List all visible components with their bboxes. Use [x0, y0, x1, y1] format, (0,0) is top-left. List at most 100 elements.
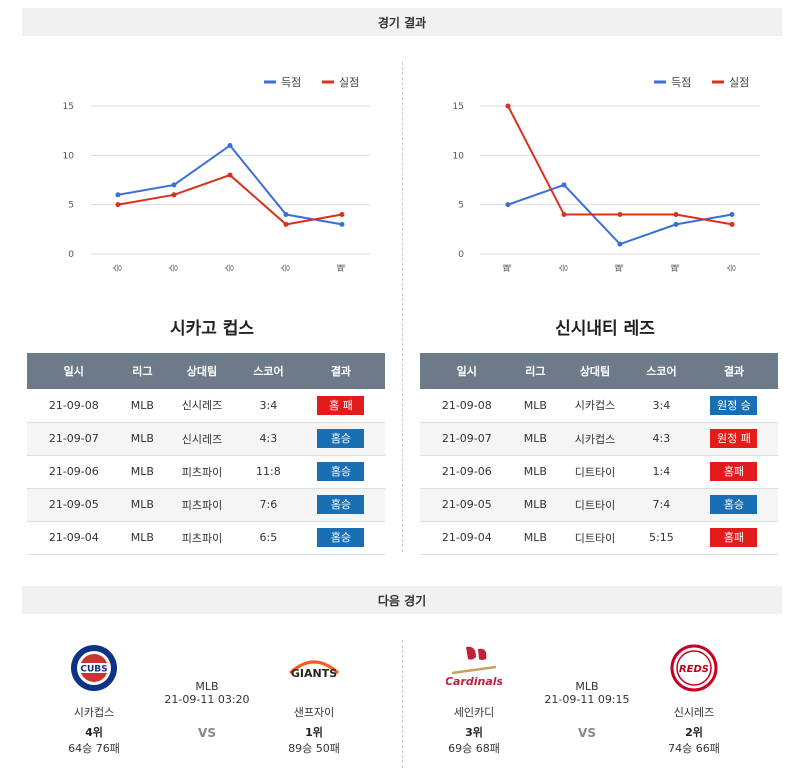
data-point — [227, 172, 233, 178]
column-header: 결과 — [296, 353, 385, 389]
cell-date: 21-09-04 — [420, 521, 514, 555]
next-game-card-left[interactable]: CUBS 시카컵스 4위 64승 76패 MLB 21-09-11 03:20 … — [22, 640, 402, 760]
x-tick-label: 패 — [671, 264, 682, 272]
cell-score: 6:5 — [239, 521, 297, 555]
away-team[interactable]: GIANTS 샌프자이 1위 89승 50패 — [259, 640, 369, 756]
y-tick-label: 15 — [453, 102, 464, 112]
data-point — [617, 241, 623, 247]
vs-label: VS — [198, 726, 216, 740]
table-row[interactable]: 21-09-05 MLB 피츠파이 7:6 홈승 — [27, 488, 385, 522]
logo-text: CUBS — [80, 665, 107, 675]
home-team-name: 시카컵스 — [73, 706, 115, 719]
table-row[interactable]: 21-09-06 MLB 피츠파이 11:8 홈승 — [27, 455, 385, 489]
away-team-rank: 1위 — [305, 726, 323, 739]
series-line — [117, 144, 343, 226]
x-tick-label: 승 — [113, 264, 124, 272]
y-tick-label: 15 — [63, 102, 74, 112]
cell-result: 홈승 — [296, 488, 385, 522]
game-datetime: 21-09-11 09:15 — [544, 693, 630, 706]
away-team-record: 74승 66패 — [668, 742, 720, 755]
cell-score: 1:4 — [632, 455, 690, 489]
away-team[interactable]: REDS 신시레즈 2위 74승 66패 — [639, 640, 749, 756]
cell-league: MLB — [513, 422, 558, 456]
table-row[interactable]: 21-09-06 MLB 디트타이 1:4 홈패 — [420, 455, 778, 489]
home-team[interactable]: CUBS 시카컵스 4위 64승 76패 — [39, 640, 149, 756]
cell-league: MLB — [513, 455, 558, 489]
table-row[interactable]: 21-09-08 MLB 신시레즈 3:4 홈 패 — [27, 389, 385, 423]
game-league: MLB — [575, 680, 599, 693]
column-header: 스코어 — [632, 353, 690, 389]
result-badge: 홈패 — [710, 462, 758, 481]
chart-left: 득점 실점 0 5 10 15 승 승 승 승 패 — [63, 76, 370, 272]
home-team-name: 세인카디 — [453, 706, 495, 719]
data-point — [561, 212, 567, 218]
table-row[interactable]: 21-09-08 MLB 시카컵스 3:4 원정 승 — [420, 389, 778, 423]
column-header: 리그 — [513, 353, 558, 389]
next-game-section-header: 다음 경기 — [22, 586, 782, 614]
data-point — [561, 182, 567, 188]
data-point — [115, 202, 121, 208]
table-row[interactable]: 21-09-07 MLB 신시레즈 4:3 홈승 — [27, 422, 385, 456]
home-team-rank: 4위 — [85, 726, 103, 739]
reds-logo-icon: REDS — [664, 640, 724, 696]
column-header: 일시 — [420, 353, 514, 389]
cell-opponent: 피츠파이 — [164, 488, 240, 522]
data-point — [339, 221, 345, 227]
x-tick-label: 승 — [281, 264, 292, 272]
cell-opponent: 시카컵스 — [557, 422, 633, 456]
away-team-name: 샌프자이 — [293, 706, 335, 719]
data-point — [339, 212, 345, 218]
y-tick-label: 5 — [68, 201, 74, 211]
game-info: MLB 21-09-11 03:20 VS — [152, 680, 262, 740]
away-team-rank: 2위 — [685, 726, 703, 739]
table-row[interactable]: 21-09-04 MLB 피츠파이 6:5 홈승 — [27, 521, 385, 555]
data-point — [171, 182, 177, 188]
cell-league: MLB — [513, 389, 558, 423]
team-title-right: 신시내티 레즈 — [555, 319, 655, 339]
recent-games-table-right: 일시 리그 상대팀 스코어 결과 21-09-08 MLB 시카컵스 3:4 원정 승 21-09… — [420, 353, 778, 555]
legend-label: 득점 — [281, 76, 301, 89]
cubs-logo-icon: CUBS — [64, 640, 124, 696]
cell-result: 홈 패 — [296, 389, 385, 423]
column-header: 상대팀 — [164, 353, 240, 389]
cell-date: 21-09-04 — [27, 521, 121, 555]
recent-games-table-left: 일시 리그 상대팀 스코어 결과 21-09-08 MLB 신시레즈 3:4 홈 패 21-09-… — [27, 353, 385, 555]
y-tick-label: 0 — [458, 250, 464, 260]
table-row[interactable]: 21-09-04 MLB 디트타이 5:15 홈패 — [420, 521, 778, 555]
cell-opponent: 디트타이 — [557, 521, 633, 555]
data-point — [115, 192, 121, 198]
logo-text: Cardinals — [446, 675, 502, 688]
home-team[interactable]: Cardinals 세인카디 3위 69승 68패 — [419, 640, 529, 756]
home-team-record: 69승 68패 — [448, 742, 500, 755]
cell-league: MLB — [120, 521, 165, 555]
data-point — [729, 221, 735, 227]
data-point — [617, 212, 623, 218]
y-tick-label: 10 — [63, 151, 75, 161]
away-team-record: 89승 50패 — [288, 742, 340, 755]
cell-result: 홈승 — [296, 422, 385, 456]
table-row[interactable]: 21-09-07 MLB 시카컵스 4:3 원정 패 — [420, 422, 778, 456]
cell-score: 11:8 — [239, 455, 297, 489]
cell-date: 21-09-06 — [27, 455, 121, 489]
result-badge: 원정 패 — [710, 429, 758, 448]
x-tick-label: 승 — [169, 264, 180, 272]
series-line — [507, 105, 733, 226]
table-row[interactable]: 21-09-05 MLB 디트타이 7:4 홈승 — [420, 488, 778, 522]
cell-score: 3:4 — [632, 389, 690, 423]
chart-right: 득점 실점 0 5 10 15 패 승 패 패 승 — [453, 76, 760, 272]
column-header: 리그 — [120, 353, 165, 389]
cell-result: 홈승 — [296, 455, 385, 489]
result-badge: 홈패 — [710, 528, 758, 547]
result-badge: 홈승 — [317, 462, 365, 481]
game-datetime: 21-09-11 03:20 — [164, 693, 250, 706]
home-team-record: 64승 76패 — [68, 742, 120, 755]
next-game-card-right[interactable]: Cardinals 세인카디 3위 69승 68패 MLB 21-09-11 0… — [402, 640, 782, 760]
data-point — [673, 212, 679, 218]
cell-result: 원정 승 — [689, 389, 778, 423]
cell-date: 21-09-05 — [27, 488, 121, 522]
result-badge: 홈 패 — [317, 395, 365, 415]
cell-date: 21-09-07 — [27, 422, 121, 456]
game-info: MLB 21-09-11 09:15 VS — [532, 680, 642, 740]
legend-label: 득점 — [671, 76, 691, 89]
data-point — [283, 212, 289, 218]
